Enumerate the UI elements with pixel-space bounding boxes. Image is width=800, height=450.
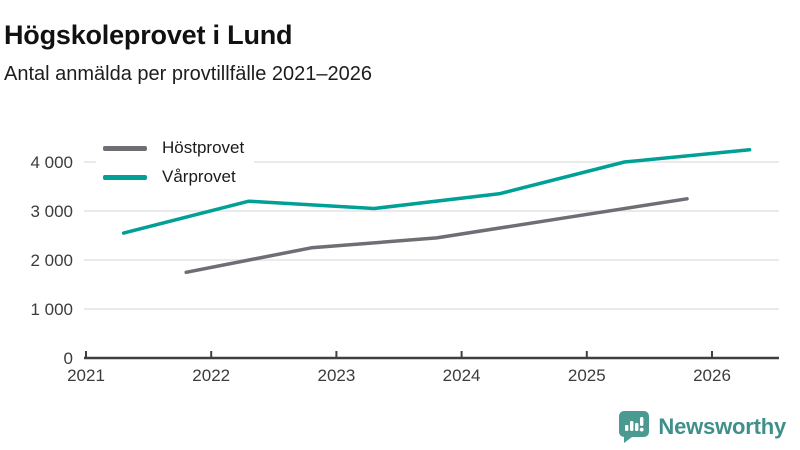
x-tick-label: 2025 xyxy=(568,366,606,385)
series-line-höstprovet xyxy=(184,197,689,275)
y-tick-label: 0 xyxy=(64,349,73,368)
series-line-vårprovet xyxy=(121,148,752,235)
newsworthy-wordmark: Newsworthy xyxy=(658,414,786,439)
legend-label-varprovet: Vårprovet xyxy=(162,167,236,186)
legend-item-hostprovet: Höstprovet xyxy=(103,137,244,159)
x-tick-label: 2022 xyxy=(192,366,230,385)
x-tick-label: 2021 xyxy=(67,366,105,385)
x-tick-label: 2023 xyxy=(317,366,355,385)
legend-item-varprovet: Vårprovet xyxy=(103,166,244,188)
y-tick-label: 2 000 xyxy=(30,251,73,270)
hostprovet-line-swatch xyxy=(103,145,147,151)
y-tick-label: 4 000 xyxy=(30,153,73,172)
chart-legend: Höstprovet Vårprovet xyxy=(96,135,255,190)
x-tick-label: 2024 xyxy=(443,366,481,385)
newsworthy-brand: Newsworthy xyxy=(618,410,786,444)
page-subtitle: Antal anmälda per provtillfälle 2021–202… xyxy=(4,63,373,85)
y-tick-label: 1 000 xyxy=(30,300,73,319)
y-tick-label: 3 000 xyxy=(30,202,73,221)
x-tick-label: 2026 xyxy=(693,366,731,385)
varprovet-line-swatch xyxy=(103,174,147,180)
newsworthy-logo-icon xyxy=(619,411,650,443)
legend-label-hostprovet: Höstprovet xyxy=(162,138,245,157)
page-title: Högskoleprovet i Lund xyxy=(4,20,293,51)
